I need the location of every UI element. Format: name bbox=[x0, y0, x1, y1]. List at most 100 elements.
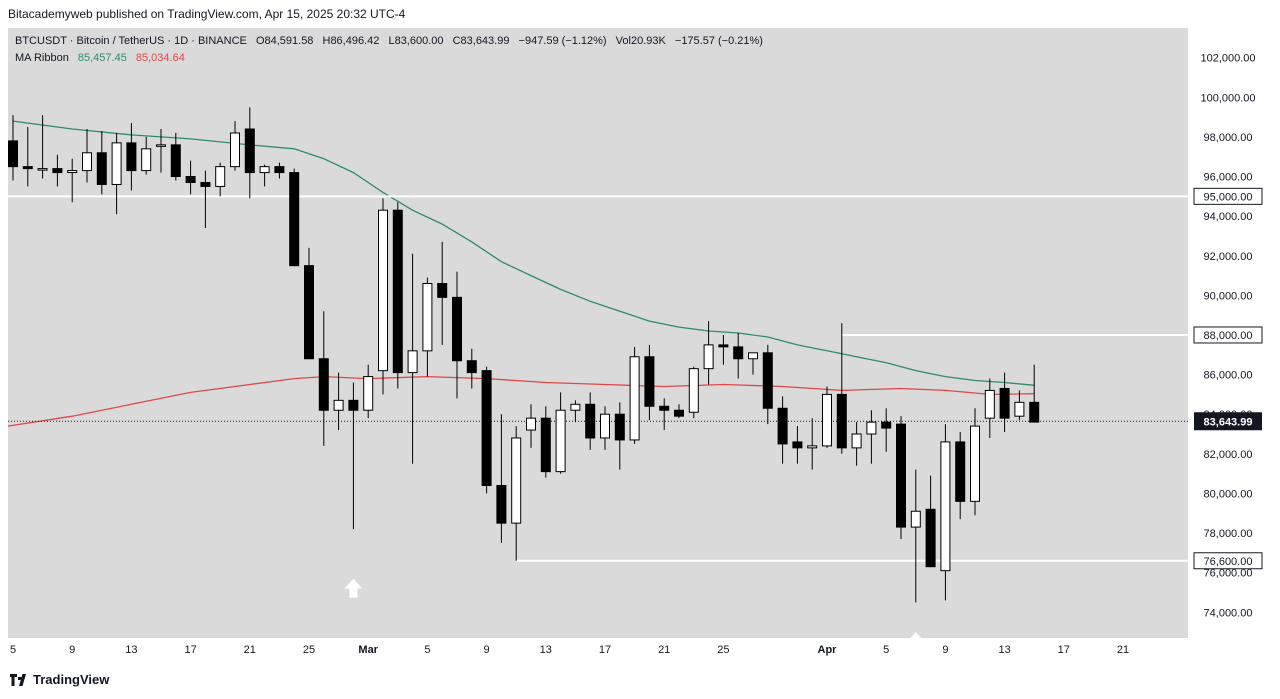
candle-body bbox=[999, 387, 1010, 419]
last-price-label: 83,643.99 bbox=[1204, 416, 1253, 428]
candle bbox=[585, 392, 596, 450]
last-price-badge bbox=[1194, 412, 1262, 431]
price-tick-label: 80,000.00 bbox=[1204, 488, 1253, 500]
candle-body bbox=[585, 403, 596, 439]
candle bbox=[96, 130, 107, 195]
legend-change: −947.59 (−1.12%) bbox=[519, 35, 607, 47]
candle-body bbox=[8, 140, 18, 168]
candle-body bbox=[881, 421, 892, 429]
candle-body bbox=[896, 423, 906, 528]
publisher-line: Bitacademyweb published on TradingView.c… bbox=[8, 7, 409, 21]
candle-body bbox=[733, 346, 744, 360]
legend-low: L83,600.00 bbox=[388, 35, 443, 47]
candle bbox=[481, 366, 492, 494]
candle-body bbox=[289, 172, 300, 267]
candle bbox=[644, 344, 655, 421]
candle-body bbox=[984, 389, 995, 419]
candle-body bbox=[659, 405, 670, 411]
price-tick-label: 74,000.00 bbox=[1204, 607, 1253, 619]
candle bbox=[452, 271, 462, 399]
price-tick-label: 82,000.00 bbox=[1204, 449, 1253, 461]
time-tick-label: 9 bbox=[484, 644, 490, 656]
level-price-badge bbox=[1193, 187, 1263, 205]
price-tick-label: 90,000.00 bbox=[1204, 290, 1253, 302]
time-tick-label: 17 bbox=[599, 644, 611, 656]
candle bbox=[52, 154, 63, 187]
candle bbox=[896, 416, 906, 539]
candle-body bbox=[156, 144, 166, 147]
time-axis-area[interactable] bbox=[8, 638, 1188, 662]
candle bbox=[200, 170, 211, 229]
candle bbox=[999, 372, 1010, 433]
candle bbox=[718, 334, 729, 365]
candle bbox=[614, 402, 625, 470]
candle-body bbox=[614, 413, 625, 441]
price-tick-label: 92,000.00 bbox=[1204, 251, 1253, 263]
footer: TradingView bbox=[10, 672, 109, 687]
legend-symbol: BTCUSDT · Bitcoin / TetherUS · 1D · BINA… bbox=[15, 35, 247, 47]
candle bbox=[851, 422, 862, 466]
candle bbox=[970, 408, 980, 516]
legend-open: O84,591.58 bbox=[256, 35, 314, 47]
candle-body bbox=[1029, 401, 1040, 423]
candle bbox=[466, 348, 477, 389]
time-tick-label: 5 bbox=[424, 644, 430, 656]
candle bbox=[703, 321, 714, 385]
candle-body bbox=[822, 393, 832, 447]
horizontal-levels bbox=[8, 195, 1188, 562]
candle-body bbox=[274, 166, 285, 174]
candle bbox=[392, 202, 403, 389]
candle bbox=[822, 386, 832, 448]
candle-body bbox=[82, 152, 92, 172]
candle-body bbox=[600, 413, 610, 439]
candle bbox=[866, 410, 877, 464]
candle bbox=[437, 241, 448, 345]
candle bbox=[170, 132, 181, 181]
price-chart[interactable]: 74,000.00 76,000.00 78,000.00 80,000.00 82,0… bbox=[0, 0, 1280, 668]
candle bbox=[836, 323, 847, 454]
candle-body bbox=[940, 441, 951, 572]
candle-body bbox=[792, 441, 803, 449]
candle bbox=[955, 432, 966, 520]
candle bbox=[378, 198, 388, 395]
candle bbox=[555, 392, 566, 474]
candle-body bbox=[629, 356, 640, 441]
candle-body bbox=[970, 425, 980, 502]
candle-body bbox=[363, 376, 374, 411]
candle-body bbox=[141, 148, 152, 172]
candle bbox=[22, 127, 33, 187]
plot-area[interactable] bbox=[8, 28, 1188, 638]
candle-body bbox=[777, 407, 788, 445]
candle bbox=[333, 372, 344, 431]
time-tick-label: 25 bbox=[303, 644, 315, 656]
ma-fast-line bbox=[12, 120, 1035, 386]
candle-body bbox=[200, 181, 211, 187]
candle bbox=[511, 426, 522, 561]
candle-body bbox=[748, 352, 758, 360]
candle-body bbox=[526, 417, 536, 431]
candle bbox=[807, 418, 818, 470]
price-tick-label: 102,000.00 bbox=[1200, 53, 1255, 65]
legend-volume: Vol20.93K bbox=[616, 35, 667, 47]
candle-body bbox=[762, 352, 773, 409]
candle-body bbox=[126, 142, 137, 172]
candle bbox=[762, 344, 773, 425]
candle bbox=[659, 398, 670, 431]
candle bbox=[363, 364, 374, 419]
candle bbox=[126, 123, 137, 191]
candle bbox=[318, 311, 329, 446]
candle-body bbox=[1014, 401, 1025, 417]
candlesticks bbox=[8, 107, 1040, 603]
annotations bbox=[344, 578, 925, 652]
candle-body bbox=[96, 152, 107, 185]
candle-body bbox=[392, 209, 403, 374]
legend-high: H86,496.42 bbox=[323, 35, 380, 47]
price-tick-label: 78,000.00 bbox=[1204, 528, 1253, 540]
candle bbox=[940, 424, 951, 601]
time-tick-label: 13 bbox=[998, 644, 1010, 656]
candle bbox=[629, 346, 640, 444]
price-tick-label: 86,000.00 bbox=[1204, 370, 1253, 382]
time-tick-label: 13 bbox=[540, 644, 552, 656]
time-tick-label: 17 bbox=[184, 644, 196, 656]
ma-slow-line bbox=[7, 375, 1035, 427]
